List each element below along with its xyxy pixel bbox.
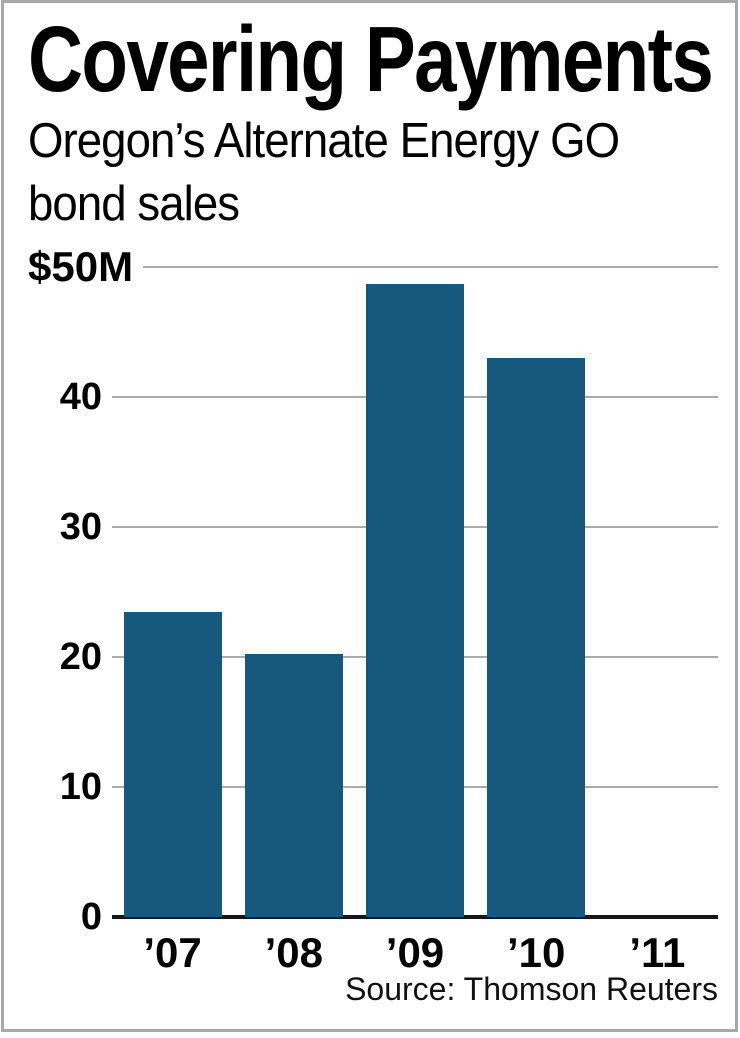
- x-axis-label: ’07: [143, 929, 202, 976]
- x-axis-line: [112, 915, 718, 919]
- source-credit: Source: Thomson Reuters: [345, 971, 718, 1007]
- bar-07: [123, 611, 222, 917]
- chart-subtitle-line-2: bond sales: [28, 177, 240, 231]
- chart-subtitle: Oregon’s Alternate Energy GO bond sales: [28, 110, 620, 236]
- bar-09: [366, 283, 464, 917]
- y-tick-label: 20: [59, 635, 102, 678]
- x-axis-label: ’09: [385, 929, 445, 976]
- x-axis-row: 0: [28, 894, 718, 940]
- bar-10: [487, 358, 586, 917]
- x-axis-label: ’08: [264, 929, 323, 976]
- y-tick-label: 0: [80, 895, 102, 938]
- bar-chart: $50M 40 30 20 10 0 ’07 ’08 ’09 ’10 ’11: [28, 243, 718, 987]
- gridline-row: $50M: [28, 243, 718, 290]
- y-tick-label: 40: [59, 375, 102, 418]
- chart-title: Covering Payments: [28, 7, 714, 111]
- chart-subtitle-line-1: Oregon’s Alternate Energy GO: [28, 114, 620, 168]
- y-tick-label: 30: [59, 505, 102, 548]
- x-axis-label: ’10: [506, 929, 566, 976]
- y-tick-label: $50M: [28, 243, 134, 290]
- x-axis-label: ’11: [629, 929, 686, 976]
- y-tick-label: 10: [59, 765, 102, 808]
- bar-08: [244, 654, 343, 917]
- gridline: [143, 266, 718, 268]
